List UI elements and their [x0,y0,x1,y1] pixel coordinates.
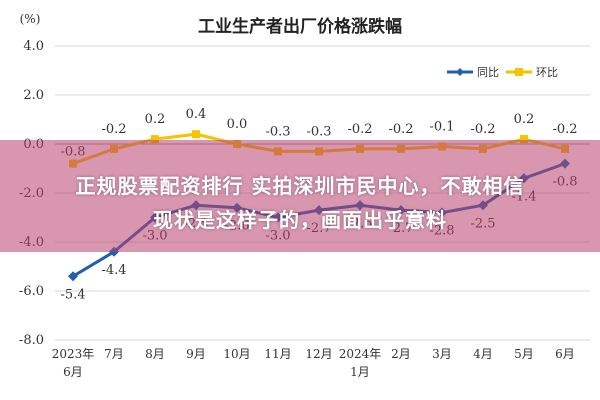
data-label-yoy: -4.4 [101,263,126,278]
data-label-mom: 0.2 [514,112,535,127]
chart-title: 工业生产者出厂价格涨跌幅 [198,16,402,37]
data-label-mom: -0.3 [265,124,290,139]
x-tick-label: 8月 [145,347,165,361]
x-tick-label: 2月 [391,347,411,361]
data-label-mom: -0.2 [552,122,577,137]
y-tick-label: 2.0 [23,88,44,103]
x-tick-label: 9月 [186,347,206,361]
x-tick-label: 3月 [432,347,452,361]
x-tick-label: 6月 [555,347,575,361]
data-label-mom: 0.2 [145,112,166,127]
x-tick-label: 5月 [514,347,534,361]
legend: 同比 环比 [447,66,558,79]
data-point-mom [520,135,528,144]
data-label-mom: 0.4 [186,107,207,122]
data-label-mom: -0.2 [347,122,372,137]
data-label-yoy: -5.4 [60,287,85,302]
data-label-mom: -0.2 [470,122,495,137]
legend-marker [515,68,523,76]
data-label-mom: -0.2 [388,122,413,137]
banner-line-1: 正规股票配资排行 实拍深圳市民中心，不敢相信 [75,174,525,198]
y-tick-label: 4.0 [23,39,44,54]
x-axis-ticks: 2023年 6月 7月 8月 9月 10月 11月 12月 2024年 1月 2月 3月 4月 5月 6月 [52,347,575,379]
legend-label: 同比 [477,66,499,79]
x-tick-label: 2024年 1月 [339,347,382,379]
y-tick-label: -8.0 [19,333,44,348]
data-label-mom: 0.0 [227,117,248,132]
watermark-banner: 正规股票配资排行 实拍深圳市民中心，不敢相信 现状是这样子的，画面出乎意料 [0,140,600,252]
y-tick-label: -6.0 [19,284,44,299]
legend-label: 环比 [536,66,558,79]
banner-line-2: 现状是这样子的，画面出乎意料 [153,208,447,232]
data-point-mom [151,135,159,144]
x-tick-label: 12月 [305,347,332,361]
x-tick-label: 4月 [473,347,493,361]
y-axis-unit: (%) [20,12,41,26]
x-tick-label: 10月 [223,347,250,361]
data-label-mom: -0.2 [101,122,126,137]
data-label-mom: -0.1 [429,119,454,134]
x-tick-label: 2023年 6月 [52,347,95,379]
data-label-mom: -0.3 [306,124,331,139]
x-tick-label: 11月 [264,347,291,361]
x-tick-label: 7月 [104,347,124,361]
data-point-mom [192,130,200,139]
legend-marker [456,68,464,76]
data-point-yoy [68,271,78,282]
